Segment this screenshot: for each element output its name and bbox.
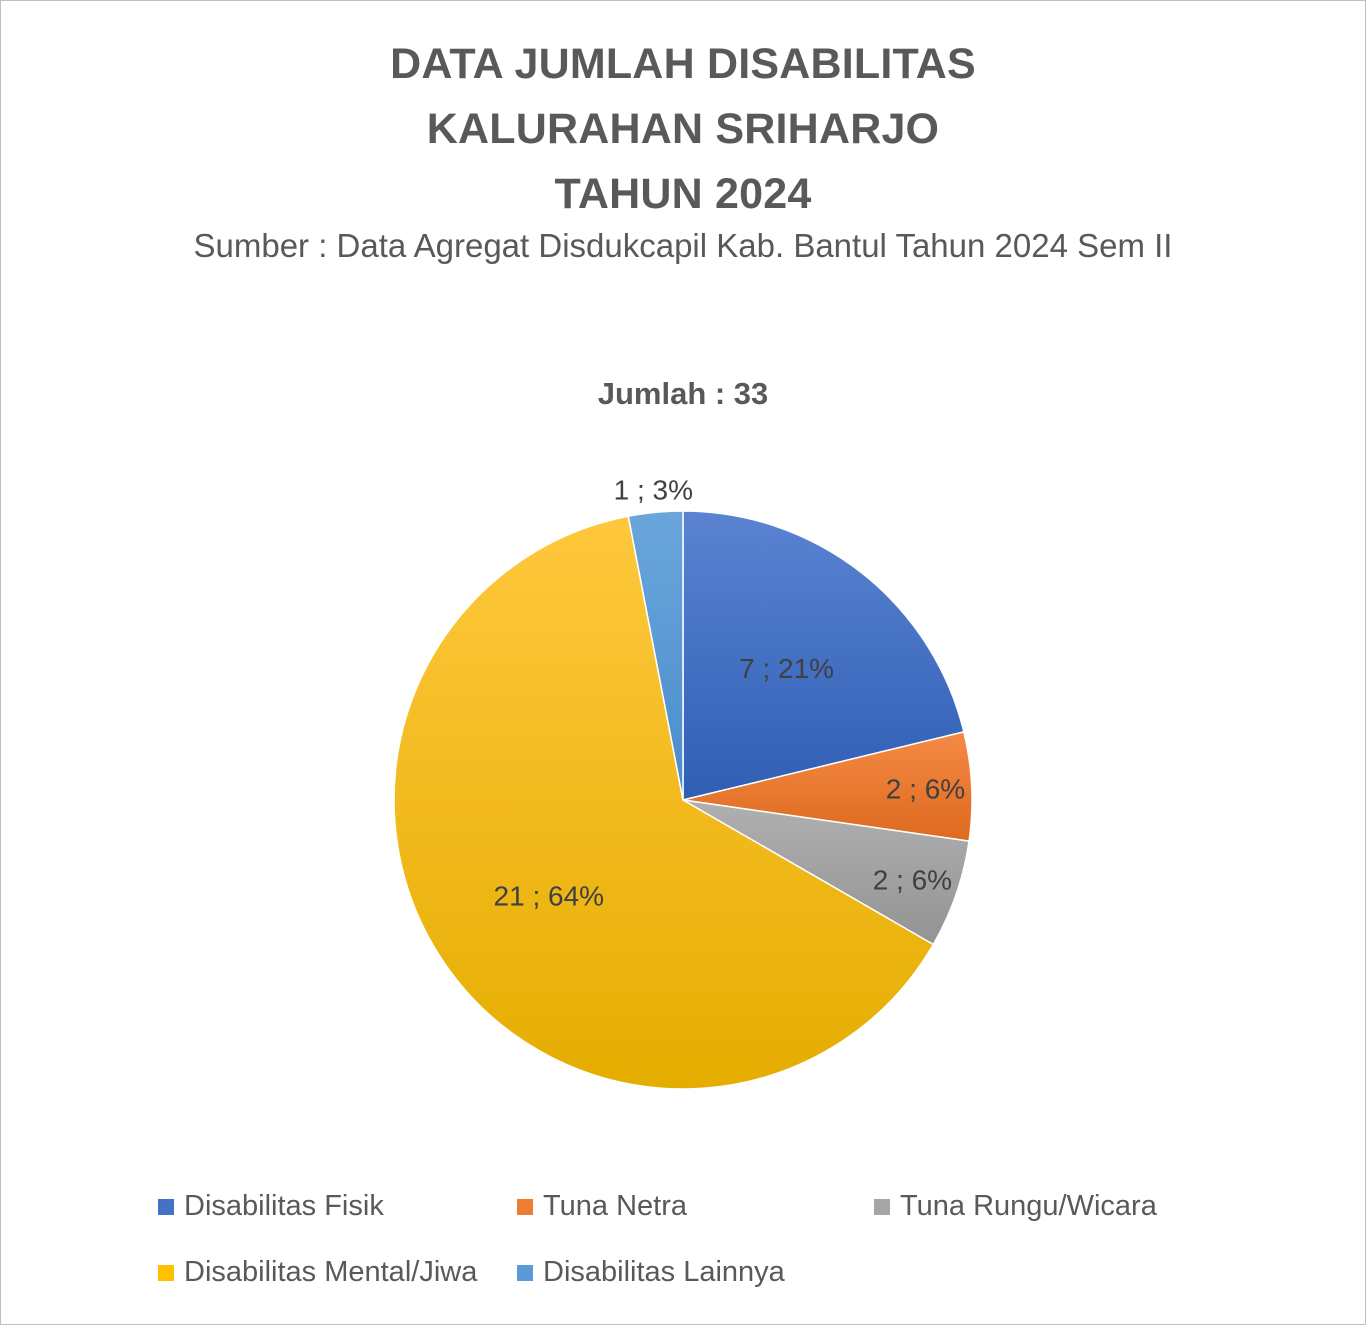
slice-tuna-rungu-wicara-label: 2 ; 6% — [873, 864, 952, 895]
slice-disabilitas-fisik — [682, 510, 965, 801]
legend-item: Disabilitas Fisik — [158, 1190, 384, 1223]
legend-item: Disabilitas Mental/Jiwa — [158, 1256, 477, 1289]
chart-title-line-2: KALURAHAN SRIHARJO — [426, 105, 940, 153]
chart-title-line-3: TAHUN 2024 — [554, 170, 812, 218]
legend-item: Tuna Netra — [517, 1190, 687, 1223]
legend-item: Disabilitas Lainnya — [517, 1256, 785, 1289]
slice-disabilitas-fisik-label: 7 ; 21% — [739, 653, 834, 684]
legend-label: Tuna Rungu/Wicara — [900, 1190, 1157, 1222]
legend-label: Tuna Netra — [543, 1190, 687, 1222]
chart-subtitle: Sumber : Data Agregat Disdukcapil Kab. B… — [193, 227, 1173, 264]
legend-label: Disabilitas Lainnya — [543, 1256, 785, 1288]
slice-disabilitas-lainnya-label: 1 ; 3% — [614, 474, 693, 505]
slice-disabilitas-mental-jiwa — [393, 515, 935, 1090]
legend-swatch — [158, 1264, 174, 1281]
legend-swatch — [517, 1198, 533, 1215]
legend-label: Disabilitas Mental/Jiwa — [184, 1256, 478, 1288]
total-label: Jumlah : 33 — [597, 376, 769, 411]
legend-swatch — [517, 1264, 533, 1281]
slice-tuna-netra-label: 2 ; 6% — [886, 773, 965, 804]
slice-disabilitas-lainnya — [627, 510, 684, 801]
chart-title-line-1: DATA JUMLAH DISABILITAS — [390, 40, 976, 88]
legend-swatch — [158, 1198, 174, 1215]
legend-label: Disabilitas Fisik — [184, 1190, 384, 1222]
legend-swatch — [874, 1198, 890, 1215]
legend-item: Tuna Rungu/Wicara — [874, 1190, 1157, 1223]
slice-disabilitas-mental-jiwa-label: 21 ; 64% — [494, 881, 605, 912]
